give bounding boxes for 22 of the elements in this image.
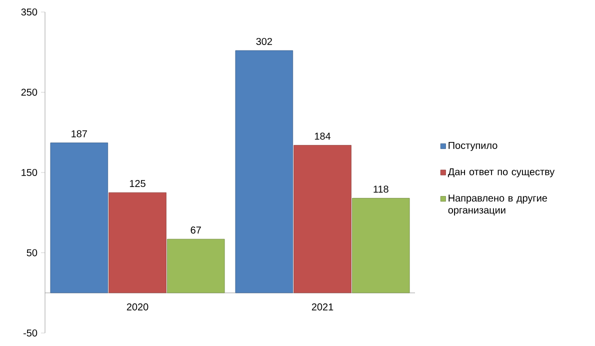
x-tick-label: 2020	[126, 303, 148, 310]
bar	[294, 145, 352, 294]
bar	[50, 142, 108, 294]
legend-label: Дан ответ по существу	[448, 168, 555, 178]
y-tick-label: 150	[22, 168, 38, 176]
data-label: 125	[130, 180, 146, 188]
data-label: 184	[314, 132, 331, 140]
y-tick-label: 250	[21, 88, 38, 96]
legend-label: Направлено в другие организации	[448, 194, 547, 216]
legend-label: Поступило	[448, 142, 498, 151]
data-label: 118	[374, 186, 388, 193]
y-tick-label: 350	[21, 8, 38, 16]
x-tick-label: 2021	[312, 303, 334, 310]
y-tick-label: 50	[26, 249, 38, 256]
data-label: 187	[72, 130, 87, 138]
bar	[235, 50, 294, 294]
data-label: 67	[190, 226, 201, 234]
y-tick-label: -50	[24, 329, 38, 337]
bar	[166, 238, 225, 294]
data-label: 302	[256, 38, 272, 45]
bar	[108, 192, 166, 294]
bar	[352, 198, 410, 294]
